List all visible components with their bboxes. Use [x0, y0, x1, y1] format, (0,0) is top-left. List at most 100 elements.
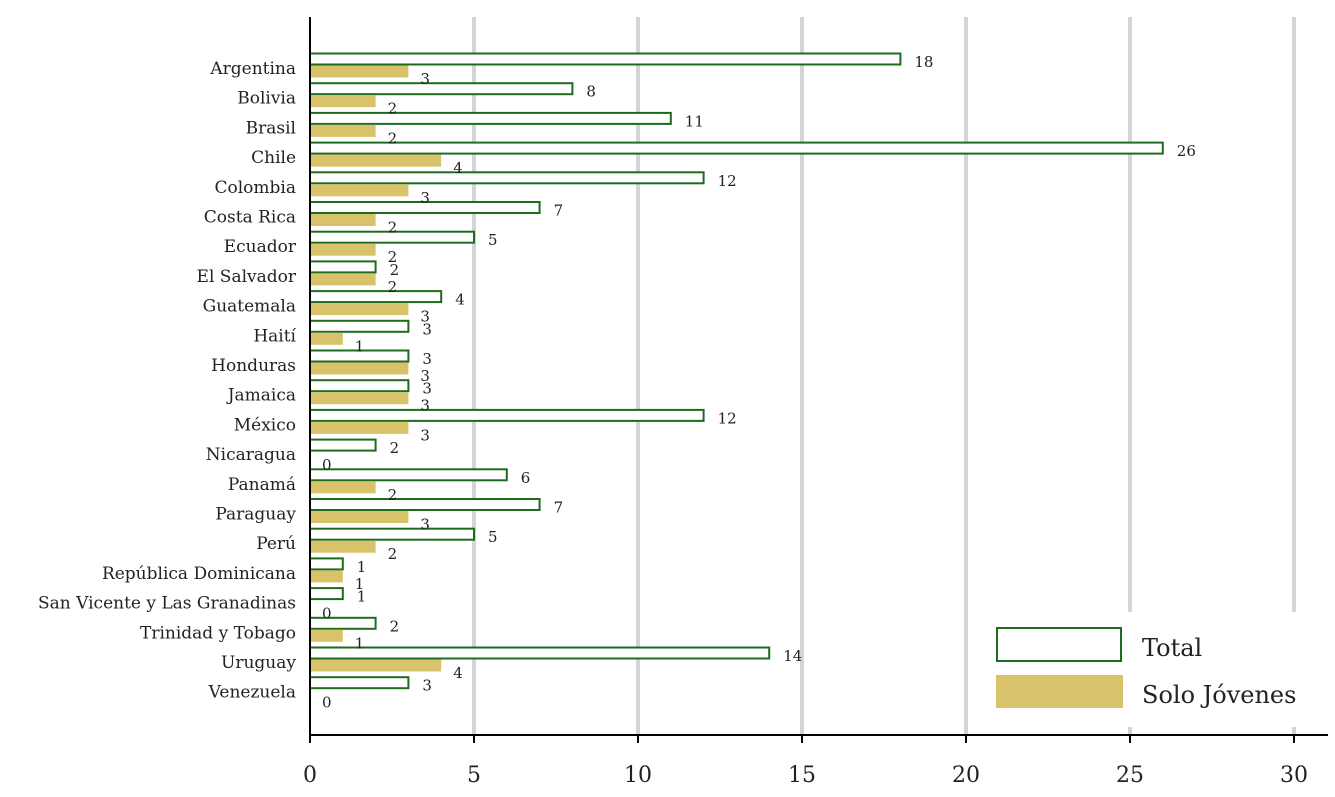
category-label: Argentina — [209, 59, 296, 79]
category-label: Jamaica — [226, 386, 296, 406]
value-label-solo-jovenes: 4 — [453, 664, 463, 682]
value-label-solo-jovenes: 2 — [388, 219, 398, 237]
value-label-total: 14 — [783, 647, 802, 665]
bar-solo-jovenes — [310, 421, 409, 434]
bar-total — [309, 408, 705, 422]
bar-total — [309, 290, 443, 304]
value-label-solo-jovenes: 3 — [420, 516, 430, 534]
value-label-solo-jovenes: 3 — [420, 426, 430, 444]
bar-solo-jovenes — [310, 629, 343, 642]
category-label: Venezuela — [208, 683, 296, 703]
bar-solo-jovenes — [310, 95, 376, 108]
bar-solo-jovenes — [310, 540, 376, 553]
value-label-total: 2 — [390, 617, 400, 635]
category-label: Honduras — [211, 356, 296, 376]
x-tick-label: 5 — [467, 763, 481, 788]
value-label-solo-jovenes: 4 — [453, 159, 463, 177]
bar-total — [309, 676, 410, 690]
x-tick-label: 15 — [788, 763, 816, 788]
value-label-total: 12 — [718, 409, 737, 427]
x-tick-label: 25 — [1116, 763, 1144, 788]
bar-solo-jovenes — [310, 362, 409, 375]
legend: Total Solo Jóvenes — [978, 612, 1318, 727]
bar-total — [309, 498, 541, 511]
bar-solo-jovenes — [310, 332, 343, 345]
value-label-total: 3 — [422, 380, 432, 398]
x-tick-label: 20 — [952, 763, 980, 788]
value-label-total: 1 — [357, 558, 367, 576]
value-label-total: 2 — [390, 439, 400, 457]
bar-total — [309, 141, 1164, 155]
bar-total — [309, 319, 410, 333]
bar-solo-jovenes — [310, 65, 409, 78]
bar-total — [309, 260, 377, 274]
bar-solo-jovenes — [310, 659, 442, 672]
category-label: Colombia — [215, 178, 297, 198]
bar-solo-jovenes — [310, 184, 409, 197]
bar-total — [309, 52, 902, 66]
value-label-solo-jovenes: 0 — [322, 694, 332, 712]
value-label-solo-jovenes: 2 — [388, 545, 398, 563]
value-label-solo-jovenes: 3 — [420, 397, 430, 415]
value-label-solo-jovenes: 2 — [388, 248, 398, 266]
value-label-total: 26 — [1177, 142, 1196, 160]
bar-total — [309, 587, 344, 601]
category-label: Haití — [253, 326, 296, 346]
bar-total — [309, 379, 410, 393]
x-tick-label: 10 — [624, 763, 652, 788]
bar-solo-jovenes — [310, 570, 343, 583]
bars — [309, 52, 1164, 690]
value-label-solo-jovenes: 3 — [420, 308, 430, 326]
value-label-total: 11 — [685, 112, 704, 130]
category-label: Chile — [251, 148, 296, 168]
bar-total — [309, 557, 344, 571]
value-label-total: 5 — [488, 231, 498, 249]
legend-label-total: Total — [1142, 634, 1202, 662]
legend-swatch-total — [996, 627, 1122, 662]
bar-total — [309, 646, 771, 660]
x-tick-labels: 0 5 10 15 20 25 30 — [303, 763, 1308, 788]
bar-solo-jovenes — [310, 243, 376, 256]
category-label: Paraguay — [215, 505, 296, 525]
bar-solo-jovenes — [310, 392, 409, 405]
value-label-total: 7 — [554, 202, 564, 220]
category-label: San Vicente y Las Granadinas — [38, 594, 296, 614]
value-label-total: 4 — [455, 291, 465, 309]
bar-total — [309, 111, 672, 125]
category-label: Costa Rica — [204, 208, 296, 228]
bar-solo-jovenes — [310, 511, 409, 523]
bar-total — [309, 527, 475, 541]
category-label: Guatemala — [203, 297, 296, 317]
value-label-total: 7 — [554, 499, 564, 517]
category-label: Uruguay — [221, 653, 296, 673]
value-label-solo-jovenes: 0 — [322, 456, 332, 474]
value-label-solo-jovenes: 2 — [388, 278, 398, 296]
value-label-total: 6 — [521, 469, 531, 487]
category-label: México — [234, 415, 296, 435]
value-label-solo-jovenes: 3 — [420, 367, 430, 385]
value-label-solo-jovenes: 3 — [420, 189, 430, 207]
value-label-total: 1 — [357, 588, 367, 606]
category-label: Perú — [256, 534, 296, 554]
legend-swatch-solo-jovenes — [996, 675, 1123, 708]
bar-solo-jovenes — [310, 303, 409, 316]
value-labels: 1838211226412372522243313333123206273521… — [322, 53, 1196, 712]
x-tick-label: 30 — [1280, 763, 1308, 788]
category-label: Ecuador — [224, 237, 297, 257]
bar-total — [309, 438, 377, 452]
bar-solo-jovenes — [310, 124, 376, 137]
value-label-solo-jovenes: 2 — [388, 486, 398, 504]
value-label-total: 18 — [914, 53, 933, 71]
value-label-total: 8 — [586, 83, 596, 101]
value-label-total: 3 — [422, 677, 432, 695]
value-label-total: 3 — [422, 320, 432, 338]
category-label: República Dominicana — [102, 564, 296, 584]
value-label-solo-jovenes: 1 — [355, 337, 365, 355]
bar-total — [309, 171, 705, 185]
category-label: Trinidad y Tobago — [140, 623, 296, 643]
bar-total — [309, 82, 574, 96]
category-label: El Salvador — [197, 267, 297, 287]
value-label-total: 5 — [488, 528, 498, 546]
value-label-solo-jovenes: 1 — [355, 575, 365, 593]
category-label: Bolivia — [237, 89, 296, 109]
